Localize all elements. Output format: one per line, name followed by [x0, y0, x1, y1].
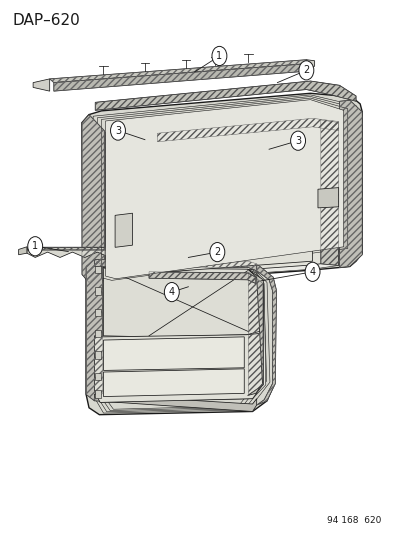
Polygon shape: [94, 394, 256, 411]
Text: 2: 2: [214, 247, 220, 257]
Polygon shape: [94, 260, 256, 271]
Polygon shape: [105, 116, 338, 201]
Polygon shape: [130, 241, 312, 274]
Polygon shape: [86, 260, 102, 401]
Text: 2: 2: [302, 66, 309, 75]
Polygon shape: [103, 268, 263, 337]
Polygon shape: [115, 213, 132, 247]
Polygon shape: [82, 115, 104, 282]
Polygon shape: [180, 247, 190, 256]
Polygon shape: [54, 63, 310, 91]
Circle shape: [290, 131, 305, 150]
Circle shape: [28, 237, 43, 256]
Circle shape: [298, 61, 313, 80]
Polygon shape: [82, 93, 361, 285]
Circle shape: [164, 282, 179, 302]
Bar: [95, 266, 100, 273]
Bar: [95, 351, 100, 359]
Polygon shape: [95, 81, 355, 110]
Text: 4: 4: [309, 267, 315, 277]
Polygon shape: [103, 337, 244, 370]
Polygon shape: [50, 60, 310, 83]
Polygon shape: [320, 120, 338, 265]
Polygon shape: [27, 250, 180, 257]
Polygon shape: [94, 333, 262, 402]
Polygon shape: [317, 188, 338, 208]
Bar: [95, 309, 100, 316]
Circle shape: [304, 262, 319, 281]
Polygon shape: [157, 118, 338, 142]
Bar: [95, 287, 100, 295]
Bar: [95, 390, 100, 398]
Polygon shape: [132, 188, 316, 213]
Bar: [95, 330, 100, 337]
Text: DAP–620: DAP–620: [12, 13, 80, 28]
Text: 1: 1: [32, 241, 38, 251]
Polygon shape: [105, 223, 114, 239]
Circle shape: [209, 243, 224, 262]
Polygon shape: [33, 79, 50, 91]
Polygon shape: [94, 266, 265, 402]
Text: 3: 3: [115, 126, 121, 135]
Polygon shape: [105, 100, 343, 279]
Polygon shape: [86, 260, 275, 415]
Polygon shape: [105, 116, 338, 284]
Polygon shape: [149, 272, 255, 284]
Polygon shape: [247, 269, 263, 395]
Polygon shape: [105, 187, 338, 280]
Polygon shape: [27, 247, 180, 250]
Polygon shape: [256, 264, 276, 405]
Circle shape: [211, 46, 226, 66]
Text: 4: 4: [169, 287, 174, 297]
Polygon shape: [19, 247, 27, 255]
Circle shape: [110, 121, 125, 140]
Polygon shape: [115, 198, 316, 255]
Bar: [95, 373, 100, 380]
Text: 3: 3: [294, 136, 300, 146]
Text: 94 168  620: 94 168 620: [326, 516, 380, 525]
Polygon shape: [306, 60, 314, 71]
Polygon shape: [103, 369, 244, 397]
Polygon shape: [339, 100, 361, 268]
Text: 1: 1: [216, 51, 222, 61]
